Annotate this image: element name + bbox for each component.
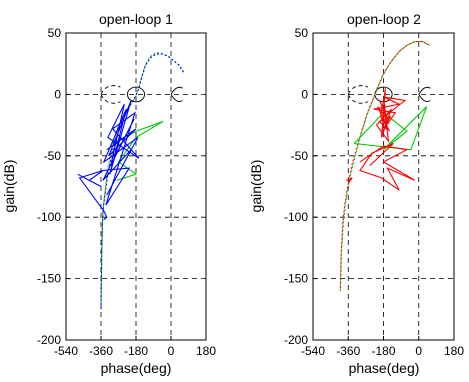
series-group-2 [339, 41, 430, 291]
series-line-0 [100, 52, 185, 304]
y-tick-label: 50 [295, 26, 309, 40]
x-axis-label-2: phase(deg) [349, 360, 420, 376]
ticks-2: -540 -360 -180 0 180 50 0 -50 -100 -150 -200 [284, 26, 464, 358]
nichols-ellipse [126, 86, 146, 103]
subplot-open-loop-1: -540 -360 -180 0 180 50 0 -50 -100 -150 -200 open-… [1, 11, 216, 376]
x-tick-label: -180 [124, 344, 148, 358]
x-tick-label: -360 [336, 344, 360, 358]
subplot-open-loop-2: -540 -360 -180 0 180 50 0 -50 -100 -150 -200 open-… [248, 11, 464, 376]
x-tick-label: -360 [89, 344, 113, 358]
x-tick-label: -540 [301, 344, 325, 358]
nichols-curve-left-low [347, 94, 368, 104]
series-group-1 [77, 52, 185, 310]
y-tick-label: -50 [44, 149, 62, 163]
y-tick-label: 0 [301, 87, 308, 101]
y-tick-label: 0 [54, 87, 61, 101]
series-line-5 [346, 177, 353, 184]
nichols-curve-right-low [170, 94, 183, 102]
x-tick-label: 180 [196, 344, 216, 358]
x-tick-label: -180 [371, 344, 395, 358]
nichols-contour-1 [100, 85, 183, 104]
nichols-curve-right [170, 86, 183, 95]
nichols-curve-right [418, 86, 431, 95]
x-tick-label: -540 [54, 344, 78, 358]
nichols-curve-right-low [418, 94, 431, 102]
y-axis-label-1: gain(dB) [1, 160, 17, 213]
y-tick-label: -200 [37, 333, 61, 347]
chart-title-2: open-loop 2 [347, 11, 421, 27]
chart-title-1: open-loop 1 [99, 11, 173, 27]
series-line-2 [112, 120, 164, 181]
y-tick-label: -200 [284, 333, 308, 347]
x-tick-label: 0 [168, 344, 175, 358]
series-line-3 [101, 100, 140, 206]
nichols-curve-left [347, 85, 368, 95]
nichols-curve-left [100, 85, 121, 95]
x-tick-label: 180 [444, 344, 464, 358]
x-tick-label: 0 [415, 344, 422, 358]
x-axis-label-1: phase(deg) [101, 360, 172, 376]
series-line-0 [339, 41, 430, 291]
y-tick-label: -150 [284, 272, 308, 286]
series-line-4 [77, 169, 108, 221]
ticks-1: -540 -360 -180 0 180 50 0 -50 -100 -150 -200 [37, 26, 216, 358]
y-tick-label: -150 [37, 272, 61, 286]
y-tick-label: 50 [48, 26, 62, 40]
y-tick-label: -100 [284, 210, 308, 224]
y-tick-label: -100 [37, 210, 61, 224]
y-axis-label-2: gain(dB) [248, 160, 264, 213]
series-line-3 [373, 88, 407, 144]
nichols-curve-left-low [100, 94, 121, 104]
y-tick-label: -50 [291, 149, 309, 163]
series-line-4 [359, 142, 416, 191]
